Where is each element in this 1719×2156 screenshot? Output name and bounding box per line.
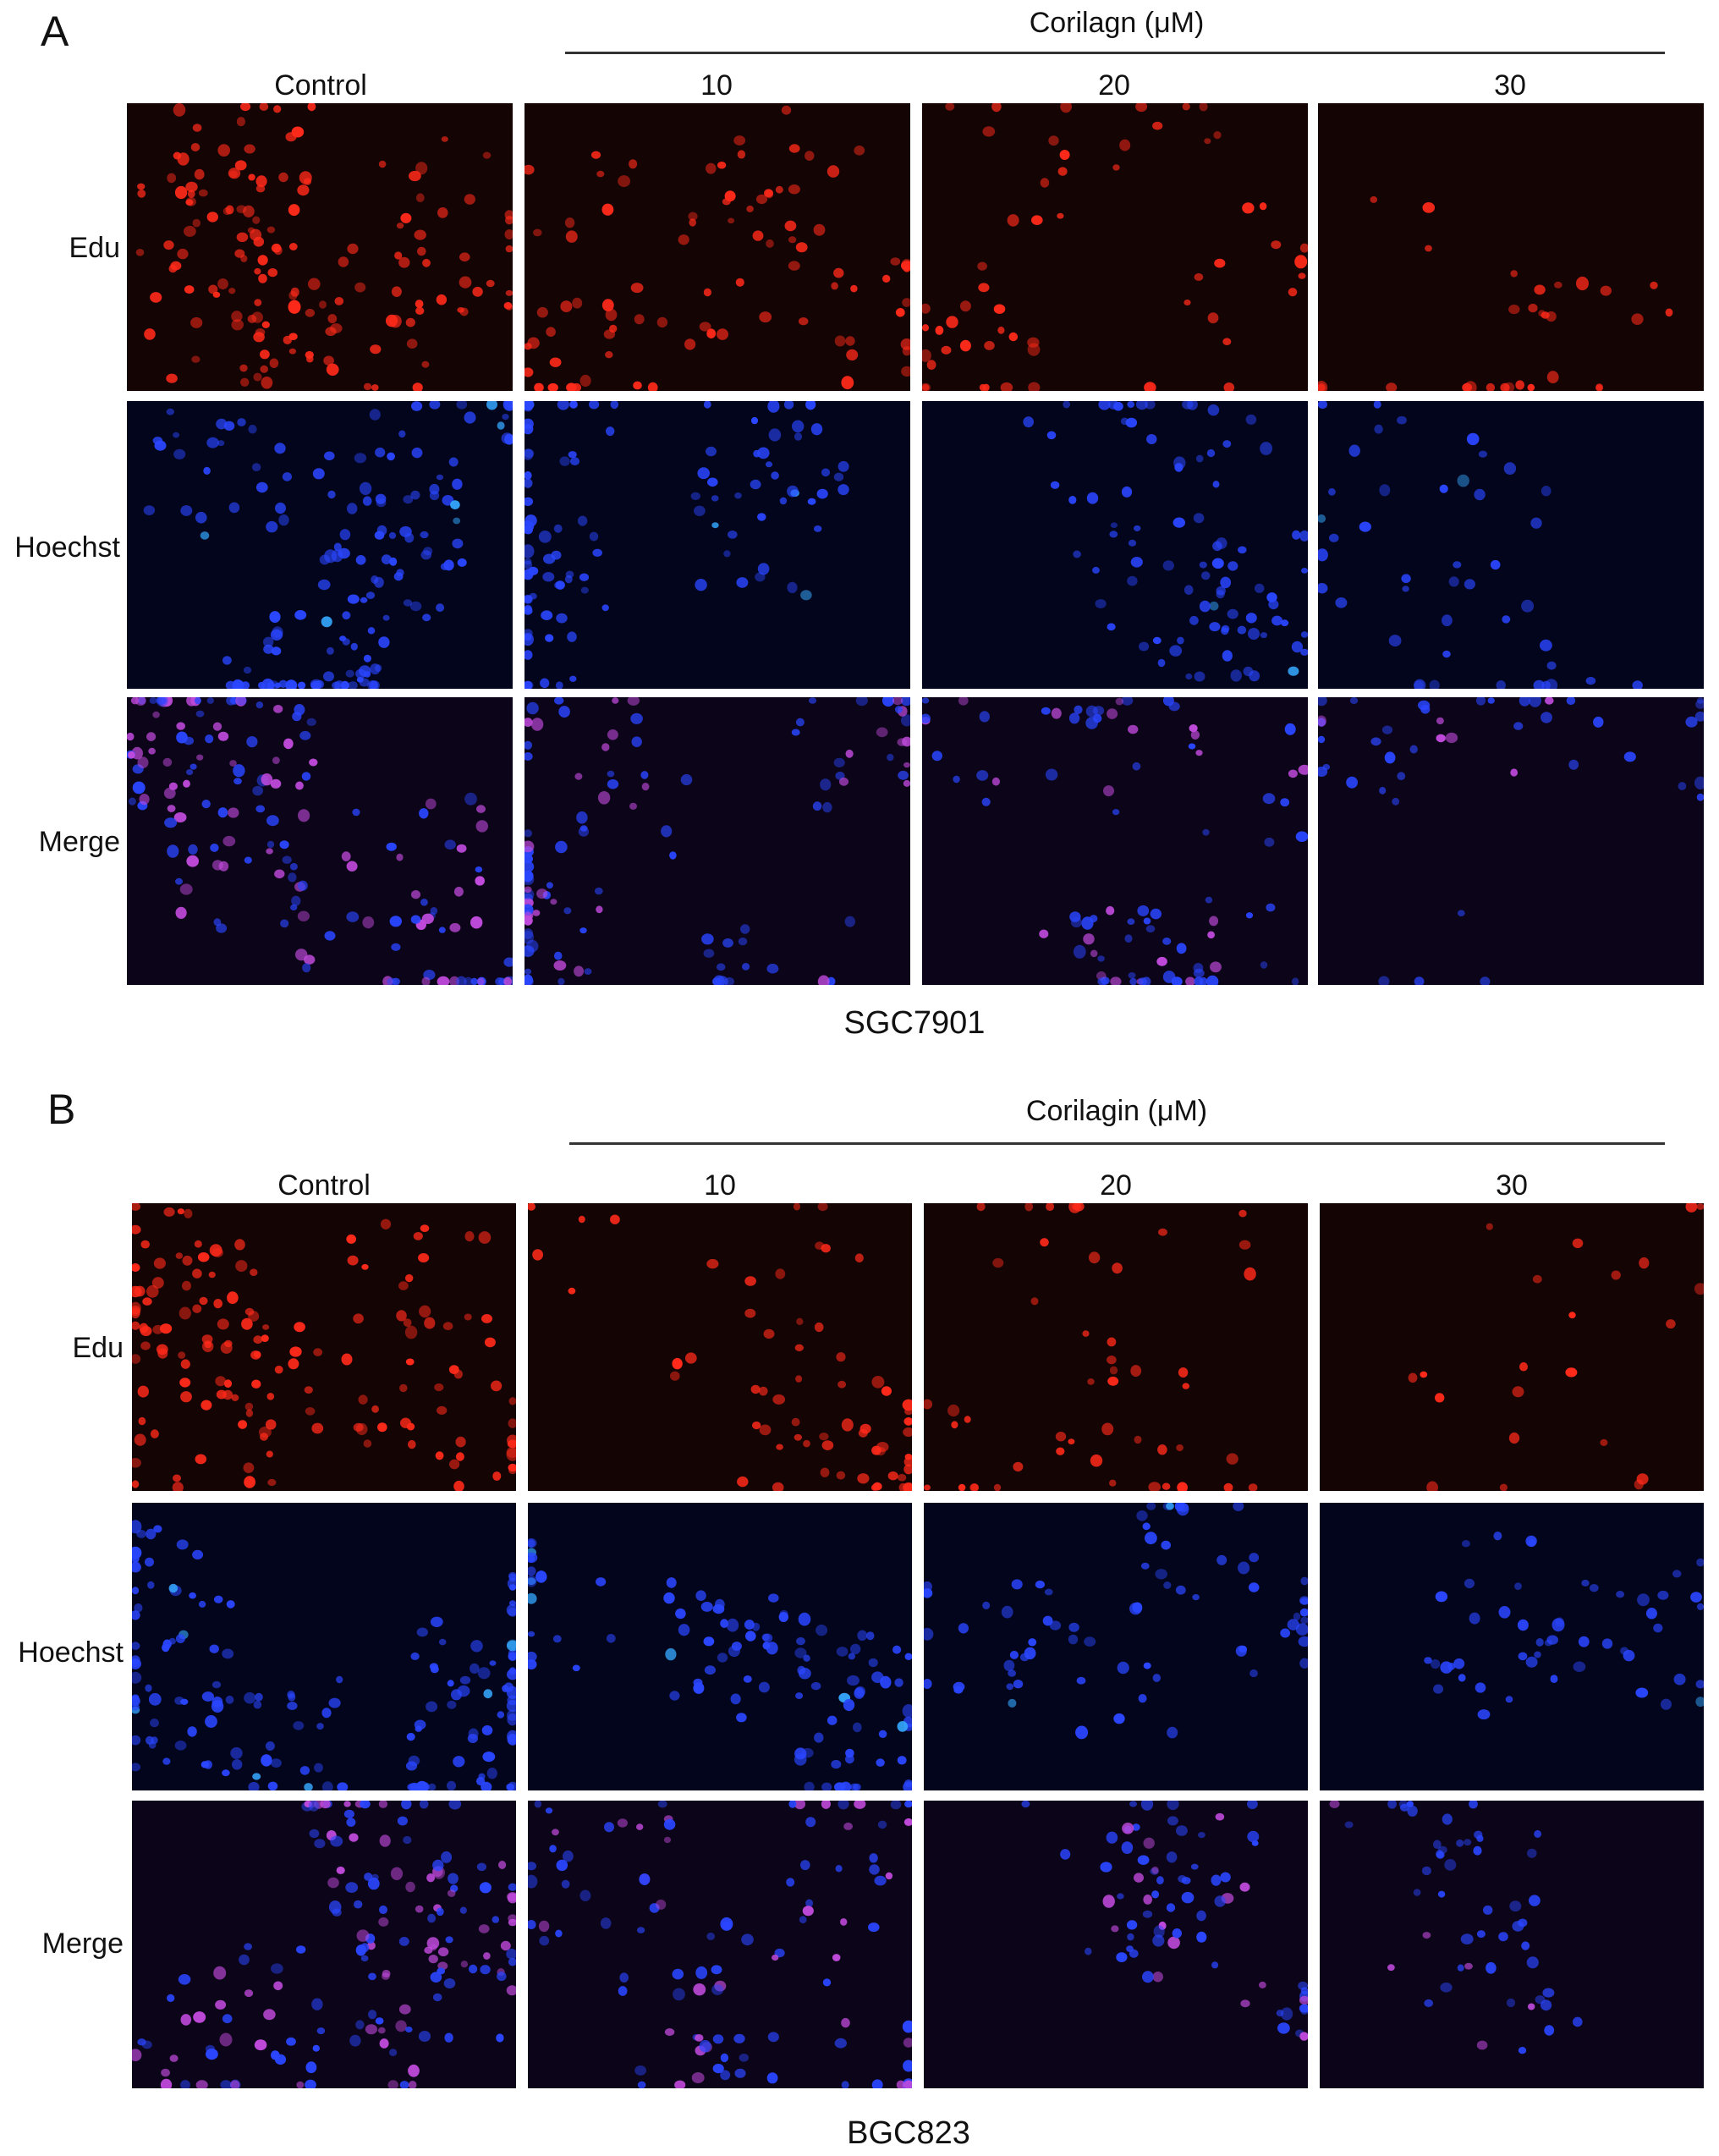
micrograph-edu-20 [922,103,1308,391]
micrograph-edu-20 [924,1203,1308,1491]
column-label-control: Control [277,1169,371,1202]
micrograph-merge-control [132,1801,516,2088]
micrograph-merge-20 [922,697,1308,985]
treatment-bracket-line [569,1142,1665,1145]
column-label-30: 30 [1496,1169,1528,1202]
treatment-bracket-line [565,52,1665,54]
micrograph-edu-10 [524,103,910,391]
row-label-edu: Edu [69,232,121,264]
row-label-merge: Merge [38,826,120,858]
column-label-20: 20 [1098,69,1130,102]
cell-line-label: BGC823 [847,2115,970,2151]
micrograph-edu-30 [1318,103,1704,391]
row-label-merge: Merge [41,1928,124,1960]
column-label-control: Control [274,69,367,102]
cell-line-label: SGC7901 [843,1005,986,1041]
row-label-hoechst: Hoechst [14,531,120,564]
panel-label: B [47,1086,76,1133]
micrograph-hoechst-20 [924,1503,1308,1790]
micrograph-hoechst-control [127,401,513,689]
micrograph-merge-20 [924,1801,1308,2088]
micrograph-edu-10 [528,1203,912,1491]
column-label-10: 10 [704,1169,736,1202]
panel-b: B Corilagin (μM) Control 10 20 30 Edu Ho… [0,1078,1719,2156]
micrograph-hoechst-20 [922,401,1308,689]
micrograph-edu-control [132,1203,516,1491]
column-label-10: 10 [700,69,733,102]
micrograph-hoechst-30 [1318,401,1704,689]
row-label-hoechst: Hoechst [18,1636,124,1669]
micrograph-merge-10 [528,1801,912,2088]
column-label-30: 30 [1494,69,1526,102]
micrograph-merge-control [127,697,513,985]
micrograph-edu-30 [1320,1203,1704,1491]
micrograph-hoechst-10 [528,1503,912,1790]
row-label-edu: Edu [72,1332,124,1364]
micrograph-merge-30 [1320,1801,1704,2088]
micrograph-merge-10 [524,697,910,985]
panel-label: A [41,8,69,55]
panel-a: A Corilagn (μM) Control 10 20 30 Edu Hoe… [14,7,1704,1041]
treatment-title: Corilagin (μM) [1025,1095,1208,1127]
column-label-20: 20 [1100,1169,1132,1202]
micrograph-hoechst-30 [1320,1503,1704,1790]
micrograph-hoechst-10 [524,401,910,689]
micrograph-edu-control [127,103,513,391]
micrograph-hoechst-control [132,1503,516,1790]
treatment-title: Corilagn (μM) [1029,7,1205,39]
micrograph-merge-30 [1318,697,1704,985]
